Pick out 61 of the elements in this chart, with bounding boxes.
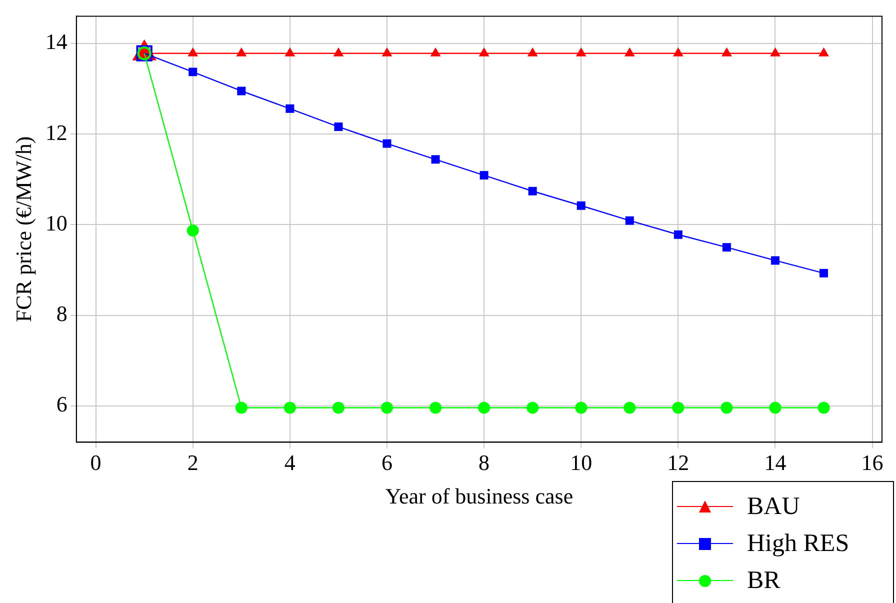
point bbox=[332, 402, 344, 414]
point bbox=[430, 402, 442, 414]
point bbox=[333, 47, 344, 56]
x-tick-label: 10 bbox=[570, 450, 592, 476]
point bbox=[722, 243, 731, 252]
point bbox=[528, 186, 537, 196]
x-tick-label: 2 bbox=[187, 450, 198, 476]
y-tick-label: 14 bbox=[45, 29, 68, 54]
point bbox=[334, 122, 343, 132]
x-tick-label: 16 bbox=[861, 450, 884, 476]
point bbox=[526, 402, 539, 414]
x-axis-title: Year of business case bbox=[385, 484, 574, 509]
x-tick-label: 6 bbox=[381, 450, 392, 476]
y-tick-label: 12 bbox=[45, 120, 68, 145]
point bbox=[720, 402, 733, 414]
point bbox=[237, 86, 246, 96]
point bbox=[236, 47, 247, 56]
point bbox=[284, 402, 296, 414]
point bbox=[380, 402, 393, 414]
x-tick-label: 0 bbox=[90, 450, 102, 476]
point bbox=[382, 47, 392, 56]
legend-label: High RES bbox=[747, 530, 850, 558]
legend-label: BR bbox=[747, 566, 780, 594]
point bbox=[235, 402, 248, 414]
x-tick-label: 12 bbox=[667, 450, 690, 476]
point bbox=[188, 68, 198, 76]
point bbox=[430, 47, 441, 56]
point bbox=[769, 402, 782, 414]
point bbox=[722, 47, 732, 56]
point bbox=[674, 230, 682, 239]
point bbox=[480, 171, 488, 180]
x-tick-label: 14 bbox=[764, 450, 786, 476]
x-tick-label: 4 bbox=[284, 450, 296, 476]
y-tick-label: 6 bbox=[56, 392, 68, 417]
point bbox=[431, 155, 440, 164]
point bbox=[770, 256, 780, 265]
point bbox=[624, 47, 635, 56]
point bbox=[576, 47, 586, 56]
point bbox=[286, 104, 294, 113]
point bbox=[478, 47, 490, 56]
point bbox=[672, 47, 684, 56]
point bbox=[284, 47, 296, 56]
x-tick-label: 8 bbox=[478, 450, 490, 476]
point bbox=[818, 47, 829, 56]
y-tick-label: 10 bbox=[45, 210, 68, 236]
y-axis-title: FCR price (€/MW/h) bbox=[10, 136, 36, 322]
point bbox=[818, 402, 830, 414]
point bbox=[624, 402, 636, 414]
point bbox=[575, 402, 588, 414]
point bbox=[382, 139, 392, 148]
point bbox=[576, 201, 586, 210]
point bbox=[672, 402, 684, 414]
point bbox=[625, 216, 634, 225]
point bbox=[478, 402, 490, 414]
legend-label: BAU bbox=[747, 492, 800, 520]
point bbox=[770, 47, 780, 56]
y-tick-label: 8 bbox=[56, 301, 68, 326]
point bbox=[186, 224, 199, 237]
point bbox=[820, 268, 828, 278]
point bbox=[527, 47, 538, 56]
point bbox=[188, 47, 198, 56]
